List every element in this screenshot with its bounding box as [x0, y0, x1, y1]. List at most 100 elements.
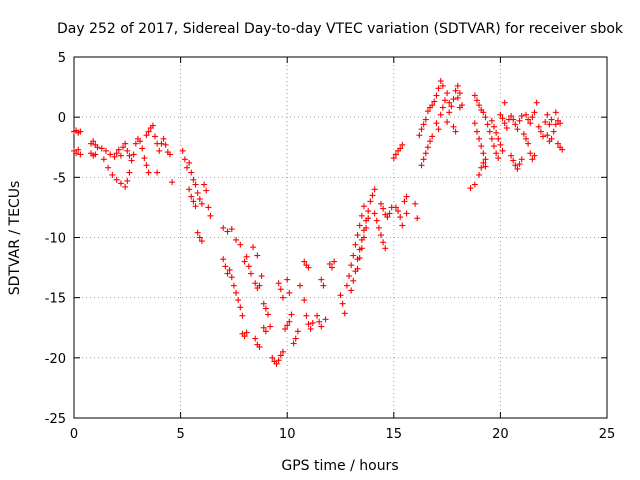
- data-point: [132, 140, 139, 147]
- data-point: [493, 129, 500, 136]
- data-point: [243, 253, 250, 260]
- data-point: [486, 128, 493, 135]
- data-point: [467, 185, 474, 192]
- data-point: [181, 156, 188, 163]
- data-point: [277, 352, 284, 359]
- data-point: [495, 135, 502, 142]
- data-point: [77, 151, 84, 158]
- data-point: [267, 323, 274, 330]
- data-point: [501, 99, 508, 106]
- data-point: [262, 328, 269, 335]
- data-point: [145, 128, 152, 135]
- data-point: [510, 157, 517, 164]
- data-point: [499, 115, 506, 122]
- data-point: [90, 138, 97, 145]
- data-point: [378, 200, 385, 207]
- data-point: [456, 90, 463, 97]
- data-point: [525, 116, 532, 123]
- data-point: [476, 102, 483, 109]
- data-point: [305, 264, 312, 271]
- data-point: [350, 252, 357, 259]
- x-axis-label: GPS time / hours: [281, 458, 398, 474]
- data-point: [303, 312, 310, 319]
- data-point: [196, 195, 203, 202]
- data-point: [371, 186, 378, 193]
- data-point: [162, 141, 169, 148]
- data-point: [420, 121, 427, 128]
- data-point: [137, 138, 144, 145]
- data-point: [275, 357, 282, 364]
- data-point: [478, 143, 485, 150]
- data-point: [328, 264, 335, 271]
- data-point: [145, 169, 152, 176]
- data-point: [501, 120, 508, 127]
- data-point: [399, 222, 406, 229]
- data-point: [241, 333, 248, 340]
- data-point: [228, 274, 235, 281]
- data-point: [554, 140, 561, 147]
- data-point: [439, 82, 446, 89]
- chart-title: Day 252 of 2017, Sidereal Day-to-day VTE…: [57, 21, 624, 37]
- data-point: [326, 260, 333, 267]
- data-point: [395, 208, 402, 215]
- data-point: [358, 212, 365, 219]
- data-point: [198, 200, 205, 207]
- data-point: [275, 280, 282, 287]
- data-point: [437, 111, 444, 118]
- data-point: [478, 164, 485, 171]
- y-tick-label: -20: [45, 352, 66, 367]
- data-point: [279, 294, 286, 301]
- data-point: [73, 150, 80, 157]
- data-point: [360, 203, 367, 210]
- data-point: [540, 133, 547, 140]
- data-point: [450, 96, 457, 103]
- data-point: [531, 152, 538, 159]
- data-point: [122, 183, 129, 190]
- data-point: [435, 85, 442, 92]
- data-point: [424, 144, 431, 151]
- data-point: [273, 360, 280, 367]
- data-point: [384, 214, 391, 221]
- plot-frame: [73, 56, 608, 419]
- data-point: [503, 124, 510, 131]
- data-point: [318, 276, 325, 283]
- data-point: [320, 282, 327, 289]
- data-point: [439, 104, 446, 111]
- data-point: [525, 140, 532, 147]
- y-tick-label: -10: [45, 232, 66, 247]
- data-point: [113, 176, 120, 183]
- data-point: [552, 109, 559, 116]
- data-point: [224, 228, 231, 235]
- data-point: [429, 133, 436, 140]
- data-point: [431, 98, 438, 105]
- data-point: [471, 92, 478, 99]
- data-point: [102, 147, 109, 154]
- data-point: [493, 150, 500, 157]
- data-point: [363, 224, 370, 231]
- data-point: [120, 144, 127, 151]
- data-point: [188, 169, 195, 176]
- x-axis: 0 5 10 15 20 25: [70, 57, 615, 442]
- data-point: [527, 150, 534, 157]
- data-point: [365, 208, 372, 215]
- data-point: [262, 305, 269, 312]
- data-point: [260, 324, 267, 331]
- data-point: [484, 121, 491, 128]
- data-point: [459, 102, 466, 109]
- data-point: [529, 156, 536, 163]
- data-point: [220, 224, 227, 231]
- data-point: [452, 128, 459, 135]
- data-point: [482, 114, 489, 121]
- data-point: [414, 215, 421, 222]
- data-point: [360, 234, 367, 241]
- data-point: [307, 325, 314, 332]
- data-point: [105, 164, 112, 171]
- data-point: [194, 229, 201, 236]
- x-tick-label: 25: [599, 427, 616, 442]
- data-point: [491, 123, 498, 130]
- data-point: [424, 108, 431, 115]
- x-tick-label: 15: [386, 427, 403, 442]
- data-point: [158, 140, 165, 147]
- data-point: [228, 226, 235, 233]
- data-point: [247, 270, 254, 277]
